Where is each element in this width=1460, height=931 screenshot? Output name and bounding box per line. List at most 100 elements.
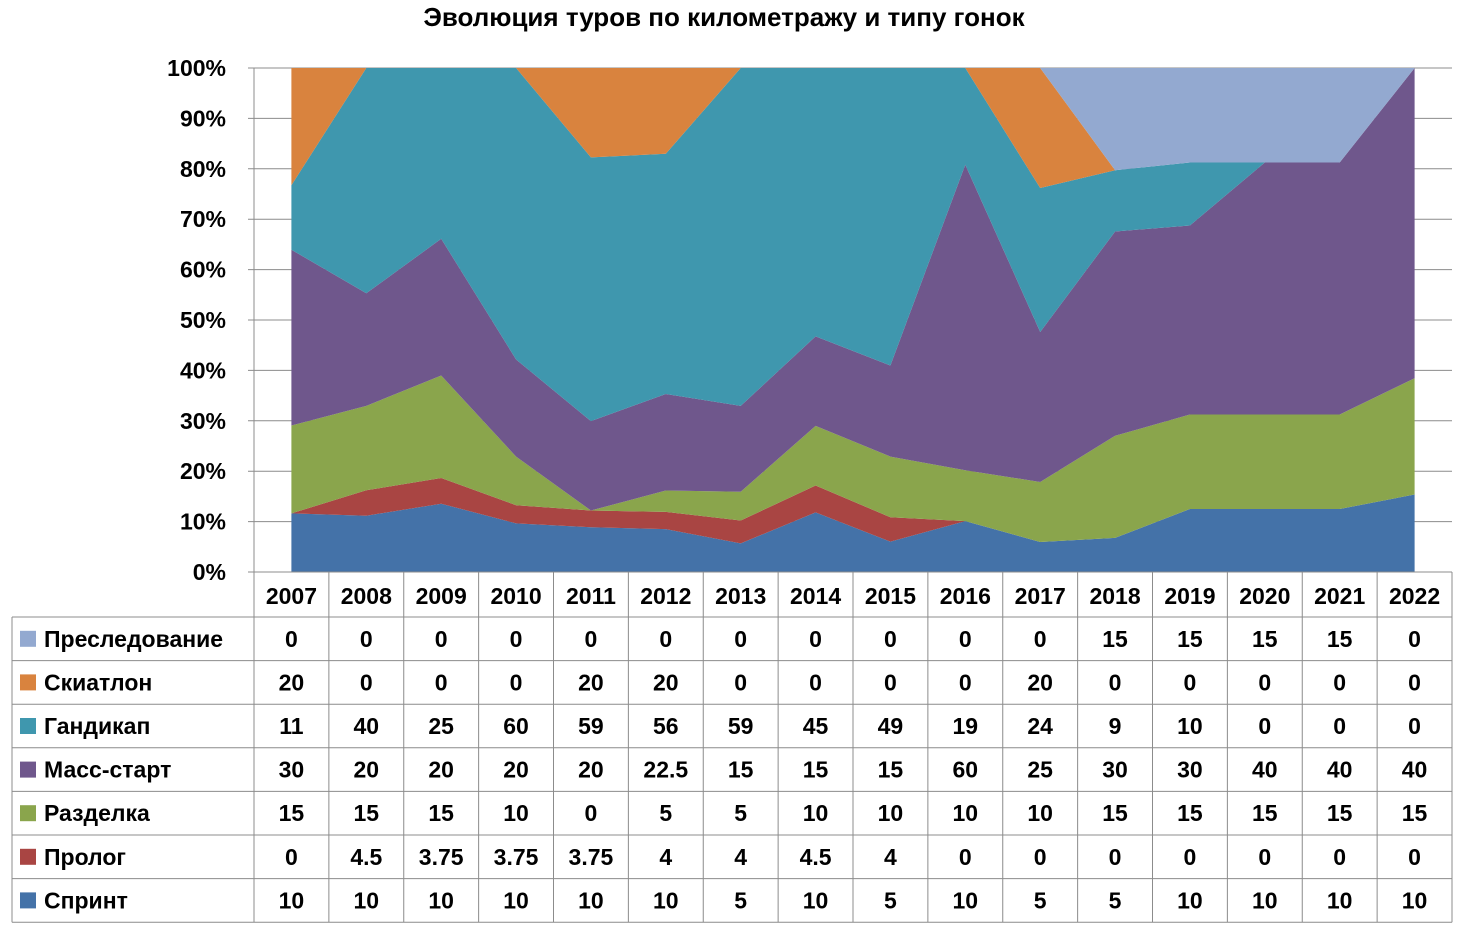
table-cell: 15 — [1402, 800, 1428, 826]
table-cell: 3.75 — [494, 844, 539, 870]
table-cell: 30 — [279, 757, 305, 783]
table-cell: 4 — [734, 844, 747, 870]
table-cell: 15 — [1327, 626, 1353, 652]
table-cell: 10 — [653, 887, 679, 913]
legend-label: Пролог — [44, 844, 126, 870]
area-series — [291, 68, 1415, 511]
y-tick-label: 60% — [180, 257, 226, 283]
table-cell: 15 — [354, 800, 380, 826]
x-category-label: 2013 — [715, 583, 766, 609]
table-cell: 40 — [1402, 757, 1428, 783]
table-cell: 0 — [1333, 844, 1346, 870]
area-series — [291, 494, 1415, 572]
x-category-label: 2016 — [940, 583, 991, 609]
table-cell: 10 — [803, 800, 829, 826]
table-cell: 15 — [1252, 626, 1278, 652]
y-tick-label: 30% — [180, 408, 226, 434]
table-cell: 20 — [279, 669, 305, 695]
legend-label: Разделка — [44, 800, 150, 826]
table-cell: 10 — [428, 887, 454, 913]
table-cell: 0 — [734, 626, 747, 652]
x-category-label: 2015 — [865, 583, 916, 609]
table-cell: 20 — [428, 757, 454, 783]
table-cell: 10 — [1327, 887, 1353, 913]
table-cell: 11 — [279, 713, 304, 739]
table-cell: 60 — [953, 757, 979, 783]
table-cell: 0 — [585, 626, 598, 652]
table-cell: 20 — [503, 757, 529, 783]
table-cell: 0 — [285, 626, 298, 652]
x-category-label: 2017 — [1015, 583, 1066, 609]
table-cell: 4 — [659, 844, 672, 870]
table-cell: 0 — [959, 844, 972, 870]
table-cell: 15 — [1102, 626, 1128, 652]
x-category-label: 2011 — [566, 583, 616, 609]
table-cell: 4.5 — [350, 844, 382, 870]
table-cell: 30 — [1177, 757, 1203, 783]
table-cell: 5 — [1034, 887, 1047, 913]
x-category-label: 2009 — [416, 583, 467, 609]
table-cell: 0 — [734, 669, 747, 695]
table-cell: 20 — [354, 757, 380, 783]
area-series — [291, 68, 1415, 171]
x-category-label: 2021 — [1314, 583, 1365, 609]
y-tick-label: 40% — [180, 357, 226, 383]
table-cell: 0 — [360, 669, 373, 695]
table-cell: 10 — [1027, 800, 1053, 826]
table-cell: 25 — [1027, 757, 1053, 783]
area-series — [291, 68, 1415, 188]
chart-title: Эволюция туров по километражу и типу гон… — [423, 2, 1025, 32]
table-cell: 40 — [1252, 757, 1278, 783]
y-axis: 0% 10% 20% 30% 40% 50% 60% 70% 80% 90% 100% — [167, 55, 226, 585]
table-cell: 5 — [734, 887, 747, 913]
table-cell: 10 — [953, 887, 979, 913]
table-cell: 4.5 — [800, 844, 832, 870]
table-cell: 30 — [1102, 757, 1128, 783]
table-cell: 15 — [428, 800, 454, 826]
table-cell: 4 — [884, 844, 897, 870]
area-series — [291, 478, 1415, 544]
table-cell: 40 — [354, 713, 380, 739]
table-cell: 24 — [1027, 713, 1053, 739]
table-cell: 19 — [953, 713, 979, 739]
table-cell: 10 — [1177, 713, 1203, 739]
y-tick-label: 100% — [167, 55, 226, 81]
table-cell: 10 — [953, 800, 979, 826]
table-cell: 3.75 — [569, 844, 614, 870]
y-tick-label: 20% — [180, 458, 226, 484]
legend-label: Спринт — [44, 887, 128, 913]
y-tick-label: 10% — [180, 509, 226, 535]
table-cell: 0 — [1258, 713, 1271, 739]
table-cell: 0 — [884, 626, 897, 652]
table-cell: 0 — [285, 844, 298, 870]
table-cell: 20 — [1027, 669, 1053, 695]
legend-swatch — [20, 805, 36, 822]
table-cell: 10 — [1402, 887, 1428, 913]
table-cell: 10 — [279, 887, 305, 913]
table-cell: 5 — [884, 887, 897, 913]
table-cell: 0 — [435, 669, 448, 695]
x-category-label: 2007 — [266, 583, 317, 609]
table-cell: 0 — [435, 626, 448, 652]
area-series — [291, 68, 1415, 422]
table-cell: 0 — [1408, 844, 1421, 870]
x-category-label: 2010 — [490, 583, 541, 609]
table-cell: 10 — [878, 800, 904, 826]
table-cell: 0 — [1408, 713, 1421, 739]
table-cell: 0 — [1109, 669, 1122, 695]
table-cell: 0 — [1333, 713, 1346, 739]
legend-swatch — [20, 761, 36, 778]
table-cell: 0 — [959, 669, 972, 695]
table-cell: 59 — [578, 713, 604, 739]
y-tick-label: 0% — [193, 559, 226, 585]
table-cell: 0 — [1408, 626, 1421, 652]
table-cell: 0 — [809, 626, 822, 652]
table-cell: 10 — [1177, 887, 1203, 913]
table-cell: 10 — [803, 887, 829, 913]
table-cell: 15 — [1177, 800, 1203, 826]
table-cell: 40 — [1327, 757, 1353, 783]
table-cell: 0 — [360, 626, 373, 652]
table-cell: 15 — [803, 757, 829, 783]
table-cell: 0 — [585, 800, 598, 826]
table-cell: 15 — [728, 757, 754, 783]
